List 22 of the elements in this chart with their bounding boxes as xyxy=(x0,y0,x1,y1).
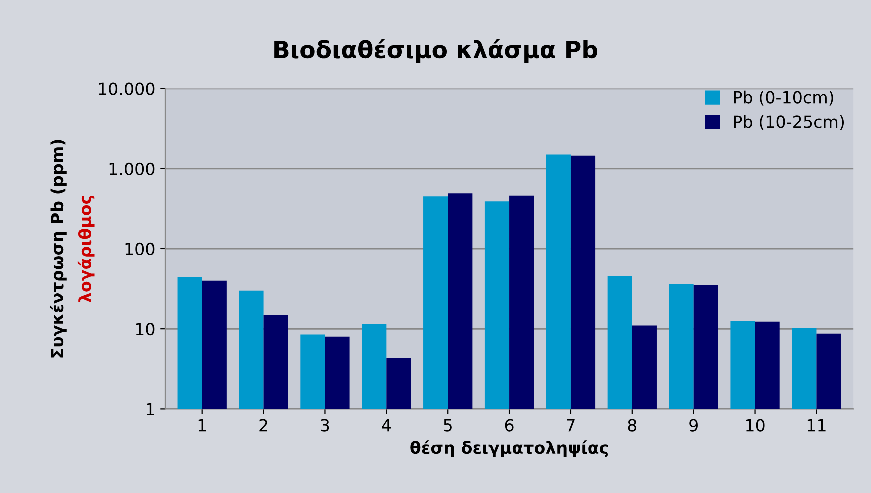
x-tick-label: 10 xyxy=(746,419,765,432)
legend-label: Pb (0-10cm) xyxy=(734,90,834,106)
x-axis-title: θέση δειγματοληψίας xyxy=(410,440,608,458)
y-tick-label: 10.000 xyxy=(99,82,155,96)
x-tick-label: 5 xyxy=(444,419,452,432)
legend-label: Pb (10-25cm) xyxy=(734,115,844,130)
x-tick-label: 6 xyxy=(505,419,514,432)
x-tick-label: 4 xyxy=(382,419,392,432)
y-tick-label: 100 xyxy=(126,242,155,256)
y-tick-label: 10 xyxy=(136,323,155,336)
x-tick-label: 3 xyxy=(321,419,330,432)
x-tick-label: 8 xyxy=(628,419,637,432)
x-tick-label: 7 xyxy=(567,419,575,432)
x-tick-label: 2 xyxy=(260,419,268,432)
y-tick-label: 1.000 xyxy=(110,162,155,176)
x-tick-label: 11 xyxy=(808,419,826,432)
y-tick-label: 1 xyxy=(146,403,154,416)
x-tick-label: 1 xyxy=(198,419,206,432)
x-tick-label: 9 xyxy=(690,419,698,432)
chart-title: Βιοδιαθέσιμο κλάσμα Pb xyxy=(274,39,598,64)
y-axis-title: Συγκέντρωση Pb (ppm) xyxy=(50,140,67,358)
text: λογάριθμος xyxy=(78,196,95,303)
